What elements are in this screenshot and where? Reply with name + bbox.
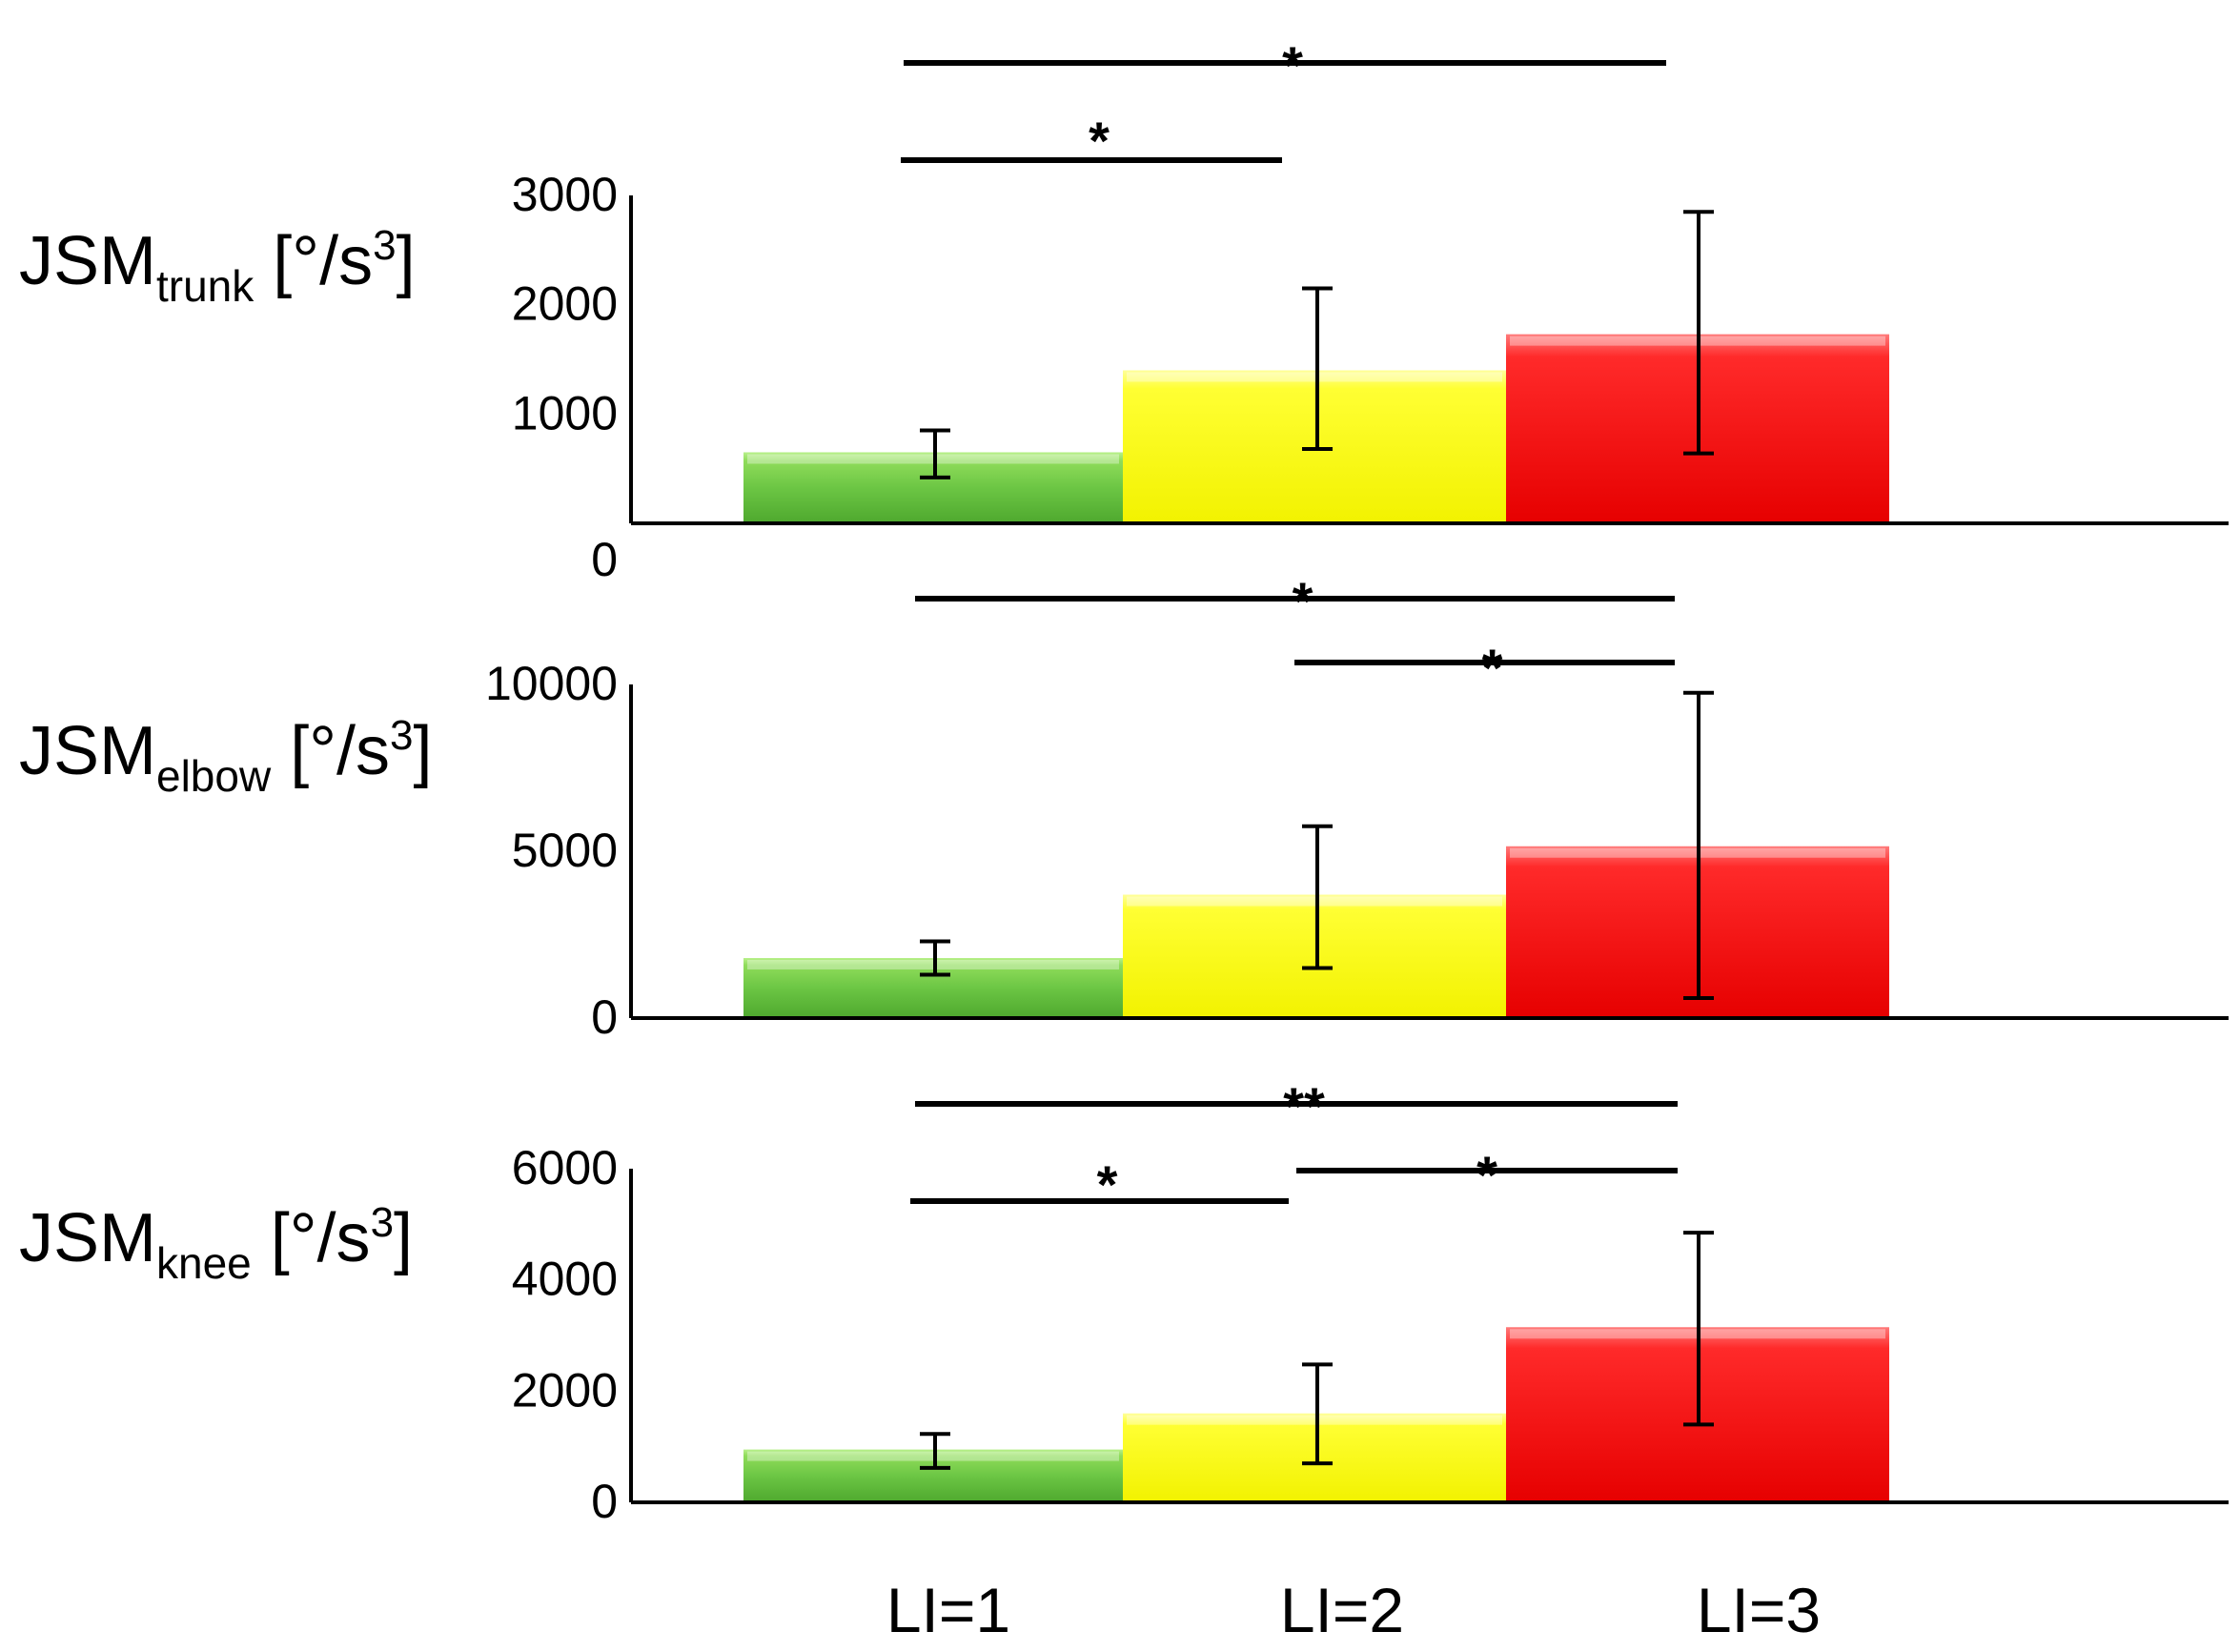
error-bar-knee-3: [1683, 1231, 1714, 1427]
significance-label: *: [1293, 571, 1313, 631]
y-axis-label-trunk: JSMtrunk [°/s3]: [19, 222, 416, 311]
panel-trunk: JSMtrunk [°/s3] 0 1000 2000 3000 * *: [19, 35, 2229, 586]
significance-trunk-1: *: [904, 35, 1666, 95]
significance-label: *: [1282, 35, 1303, 95]
significance-label: *: [1476, 1145, 1497, 1205]
significance-label: *: [1089, 111, 1110, 171]
y-label-main: JSM: [19, 223, 156, 299]
significance-knee-1: **: [915, 1076, 1678, 1136]
x-tick-label: LI=1: [886, 1575, 1010, 1645]
y-tick-label: 2000: [512, 277, 618, 331]
significance-knee-2: *: [910, 1154, 1289, 1214]
y-label-sub: elbow: [156, 751, 272, 801]
y-label-close: ]: [397, 223, 416, 299]
y-label-unit: [°/s: [252, 1200, 371, 1276]
bar-knee-2: [1123, 1413, 1506, 1502]
y-tick-label: 5000: [512, 824, 618, 877]
y-label-sup: 3: [390, 712, 413, 759]
y-label-unit: [°/s: [254, 223, 373, 299]
y-axis-label-elbow: JSMelbow [°/s3]: [19, 712, 433, 801]
x-tick-label: LI=2: [1280, 1575, 1404, 1645]
error-bar-elbow-2: [1302, 824, 1333, 970]
bar-highlight: [1127, 372, 1502, 382]
y-tick-label: 10000: [485, 657, 618, 710]
y-label-sup: 3: [373, 222, 396, 269]
y-label-sub: knee: [156, 1238, 252, 1288]
significance-label: *: [1097, 1154, 1118, 1214]
bar-highlight: [1127, 896, 1502, 907]
panel-elbow: JSMelbow [°/s3] 0 5000 10000 * *: [19, 571, 2229, 1044]
error-bar-elbow-1: [920, 939, 950, 977]
error-bar-trunk-2: [1302, 286, 1333, 452]
x-tick-label: LI=3: [1697, 1575, 1821, 1645]
y-tick-label: 0: [591, 1475, 618, 1528]
error-bar-trunk-1: [920, 428, 950, 479]
y-label-unit: [°/s: [271, 713, 390, 789]
y-label-main: JSM: [19, 713, 156, 789]
y-tick-label: 0: [591, 533, 618, 586]
significance-label: *: [1482, 638, 1503, 698]
y-label-main: JSM: [19, 1200, 156, 1276]
error-bar-knee-2: [1302, 1362, 1333, 1466]
y-label-close: ]: [414, 713, 433, 789]
bar-highlight: [1127, 1415, 1502, 1425]
y-axis-label-knee: JSMknee [°/s3]: [19, 1199, 413, 1288]
y-tick-label: 1000: [512, 386, 618, 439]
bar-elbow-2: [1123, 894, 1506, 1018]
y-tick-label: 6000: [512, 1141, 618, 1194]
significance-label: **: [1283, 1076, 1325, 1136]
error-bar-elbow-3: [1683, 690, 1714, 1000]
error-bar-trunk-3: [1683, 210, 1714, 456]
significance-trunk-2: *: [901, 111, 1282, 171]
y-tick-label: 2000: [512, 1363, 618, 1417]
significance-knee-3: *: [1296, 1145, 1678, 1205]
y-tick-label: 3000: [512, 168, 618, 221]
y-label-sub: trunk: [156, 261, 255, 311]
significance-elbow-2: *: [1294, 638, 1675, 698]
y-label-close: ]: [394, 1200, 413, 1276]
significance-elbow-1: *: [915, 571, 1675, 631]
y-label-sup: 3: [371, 1199, 394, 1246]
y-tick-label: 0: [591, 990, 618, 1044]
bar-trunk-2: [1123, 370, 1506, 523]
error-bar-knee-1: [920, 1432, 950, 1470]
y-tick-label: 4000: [512, 1253, 618, 1306]
